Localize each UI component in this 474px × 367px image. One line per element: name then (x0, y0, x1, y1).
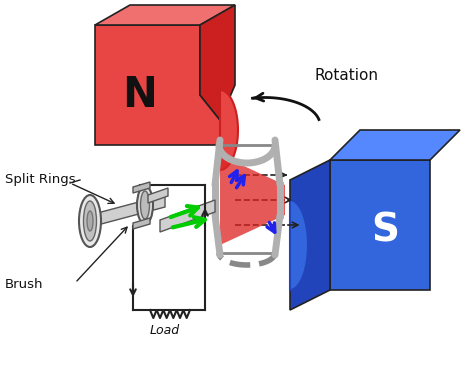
Text: Load: Load (150, 323, 180, 337)
Ellipse shape (83, 201, 97, 241)
Polygon shape (90, 195, 165, 227)
Text: Split Rings: Split Rings (5, 174, 76, 186)
Polygon shape (148, 188, 168, 203)
Polygon shape (133, 218, 150, 229)
Polygon shape (330, 130, 460, 160)
Polygon shape (290, 160, 330, 310)
Polygon shape (133, 182, 150, 193)
Ellipse shape (79, 195, 101, 247)
Polygon shape (160, 200, 215, 232)
Polygon shape (220, 155, 285, 245)
Ellipse shape (87, 211, 93, 231)
Text: Rotation: Rotation (315, 68, 379, 83)
Polygon shape (290, 200, 308, 290)
Text: Brush: Brush (5, 279, 44, 291)
Polygon shape (95, 25, 220, 145)
Text: S: S (371, 211, 399, 249)
Ellipse shape (140, 191, 149, 219)
Polygon shape (200, 5, 235, 120)
Polygon shape (220, 90, 238, 170)
Ellipse shape (137, 186, 153, 224)
Polygon shape (330, 160, 430, 290)
Polygon shape (95, 5, 235, 25)
Text: N: N (123, 74, 157, 116)
